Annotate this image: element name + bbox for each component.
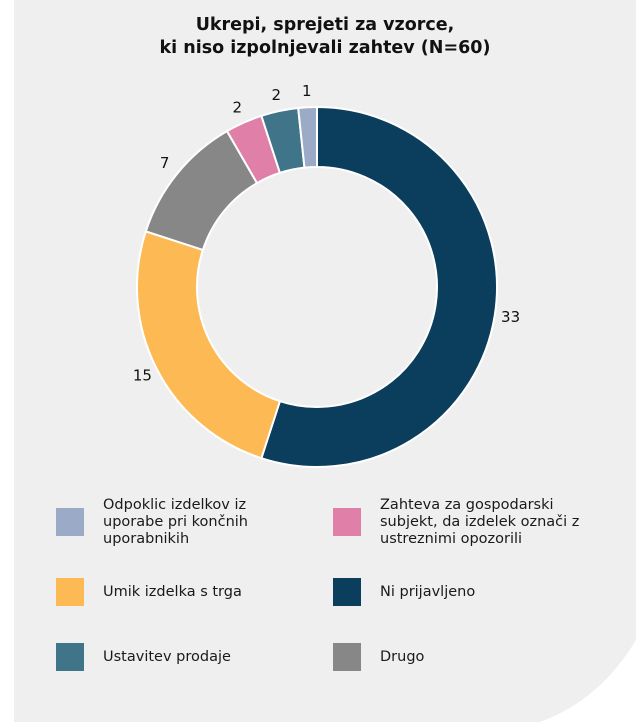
legend-label: Odpoklic izdelkov iz uporabe pri končnih… xyxy=(103,496,248,547)
legend-item: Odpoklic izdelkov iz uporabe pri končnih… xyxy=(56,495,278,549)
legend-label: Ustavitev prodaje xyxy=(103,648,231,665)
data-label: 1 xyxy=(302,82,312,100)
legend-label: Ni prijavljeno xyxy=(380,583,476,600)
legend-item: Ni prijavljeno xyxy=(333,565,605,619)
legend-label: Zahteva za gospodarski subjekt, da izdel… xyxy=(380,496,580,547)
legend-swatch xyxy=(333,578,361,606)
legend-label: Drugo xyxy=(380,648,425,665)
data-label: 2 xyxy=(271,86,281,104)
legend-item: Umik izdelka s trga xyxy=(56,565,278,619)
data-label: 15 xyxy=(133,366,152,384)
legend-swatch xyxy=(56,508,84,536)
legend-swatch xyxy=(56,578,84,606)
chart-title: Ukrepi, sprejeti za vzorce, ki niso izpo… xyxy=(14,14,636,60)
slice xyxy=(260,105,498,468)
legend-item: Drugo xyxy=(333,630,605,684)
title-line: Ukrepi, sprejeti za vzorce, xyxy=(195,15,455,35)
legend-item: Zahteva za gospodarski subjekt, da izdel… xyxy=(333,495,605,549)
data-label: 33 xyxy=(501,308,520,326)
panel xyxy=(14,0,636,722)
legend-swatch xyxy=(333,508,361,536)
legend-item: Ustavitev prodaje xyxy=(56,630,278,684)
legend-label: Umik izdelka s trga xyxy=(103,583,242,600)
slice xyxy=(297,105,318,169)
title-line: ki niso izpolnjevali zahtev (N=60) xyxy=(159,38,491,58)
legend-swatch xyxy=(333,643,361,671)
slice xyxy=(136,230,282,460)
data-label: 7 xyxy=(160,154,170,172)
data-label: 2 xyxy=(233,98,243,116)
legend-swatch xyxy=(56,643,84,671)
